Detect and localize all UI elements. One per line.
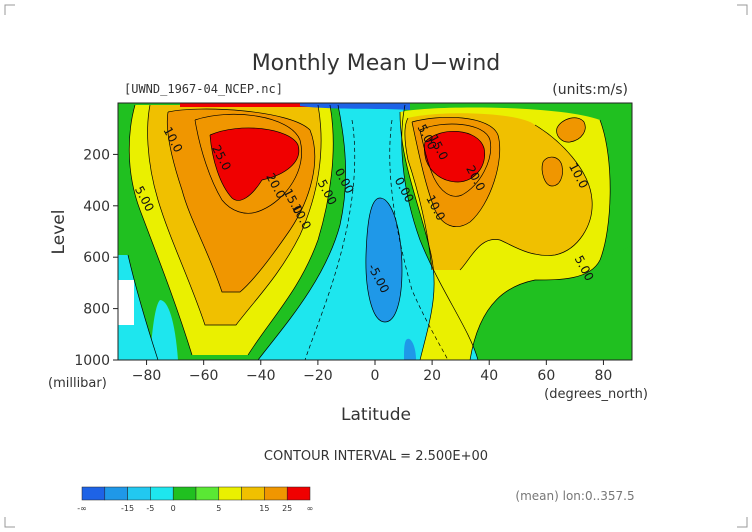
contour-field (118, 103, 632, 360)
y-axis-title: Level (49, 210, 69, 255)
colorbar-tick-label: ∞ (307, 504, 314, 513)
y-unit-label: (millibar) (48, 376, 107, 391)
fill-tropics-core (365, 198, 402, 322)
corner-marks (4, 4, 748, 528)
colorbar-swatch (127, 486, 151, 501)
units-label: (units:m/s) (552, 82, 628, 98)
x-unit-label: (degrees_north) (544, 387, 648, 402)
colorbar-tick-label: -15 (121, 504, 134, 513)
contour-interval: CONTOUR INTERVAL = 2.500E+00 (264, 449, 488, 464)
colorbar-tick-label: -∞ (77, 504, 87, 513)
x-axis: −80 −60 −40 −20 0 20 40 60 80 (132, 360, 613, 384)
fill-surface-blue (404, 338, 416, 360)
colorbar-swatch (172, 486, 197, 501)
fill-high-lat-secondary (542, 157, 563, 186)
negative-contour-lines (304, 119, 449, 360)
colorbar: -∞ -15 -5 0 5 15 25 ∞ (77, 486, 314, 513)
averaging-note: (mean) lon:0..357.5 (515, 489, 634, 503)
colorbar-swatch (150, 486, 174, 501)
colorbar-swatch (286, 486, 311, 501)
fill-top-blue-band (300, 103, 410, 110)
colorbar-swatch (264, 486, 288, 501)
x-tick-label: 20 (423, 368, 441, 384)
y-tick-label: 1000 (74, 353, 110, 369)
colorbar-tick-label: 25 (282, 504, 292, 513)
x-axis-title: Latitude (341, 405, 411, 425)
colorbar-tick-label: 0 (171, 504, 176, 513)
y-tick-label: 200 (83, 147, 110, 163)
y-tick-label: 800 (83, 302, 110, 318)
fill-west-lowlevel-neg2 (150, 300, 178, 360)
colorbar-tick-label: 15 (259, 504, 269, 513)
fill-high-lat-maximum (556, 117, 586, 143)
x-tick-label: −20 (303, 368, 333, 384)
dataset-label: [UWND_1967-04_NCEP.nc] (124, 82, 283, 96)
colorbar-swatch (218, 486, 242, 501)
x-tick-label: 80 (595, 368, 613, 384)
x-tick-label: 40 (480, 368, 498, 384)
colorbar-swatch (195, 486, 220, 501)
fill-north-core (424, 131, 485, 182)
x-tick-label: −60 (189, 368, 219, 384)
y-axis: 200 400 600 800 1000 (74, 147, 118, 369)
x-tick-label: 0 (371, 368, 380, 384)
missing-data-patch (118, 280, 134, 325)
x-tick-label: −80 (132, 368, 162, 384)
colorbar-tick-label: -5 (146, 504, 154, 513)
chart-title: Monthly Mean U−wind (252, 51, 501, 76)
colorbar-swatch (241, 486, 265, 501)
contour-lines (127, 104, 611, 360)
x-tick-label: 60 (537, 368, 555, 384)
fill-far-east-low (590, 245, 632, 360)
y-tick-label: 400 (83, 199, 110, 215)
colorbar-tick-label: 5 (216, 504, 221, 513)
x-tick-label: −40 (246, 368, 276, 384)
fill-south-core (210, 127, 299, 201)
y-tick-label: 600 (83, 250, 110, 266)
colorbar-swatch (81, 486, 106, 501)
colorbar-swatch (104, 486, 128, 501)
fill-top-red-band (180, 103, 330, 107)
